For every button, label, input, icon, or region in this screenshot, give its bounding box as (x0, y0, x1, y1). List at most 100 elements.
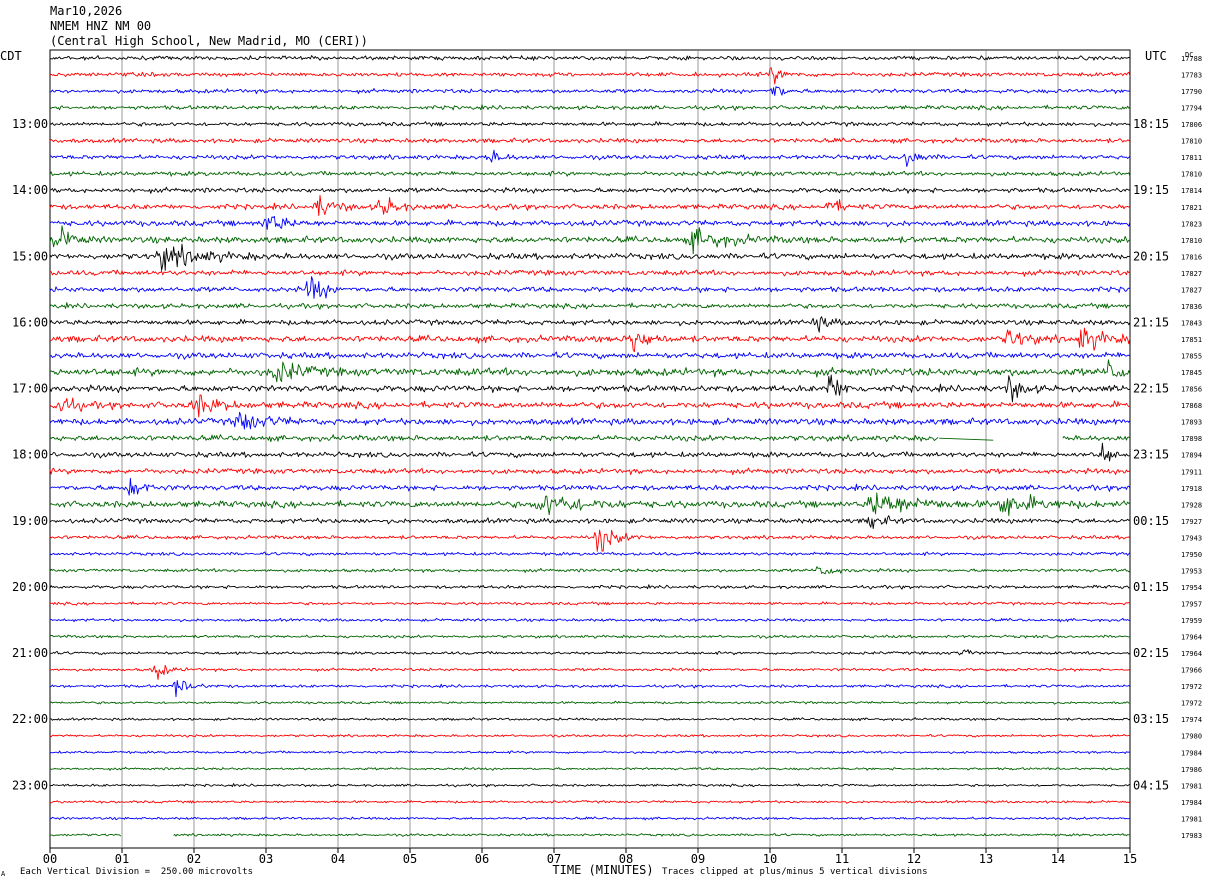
trace-line-8 (49, 186, 1131, 194)
trace-line-22 (49, 411, 1131, 430)
dc-value-label: 17843 (1181, 319, 1202, 327)
trace-line-32 (49, 584, 1131, 590)
dc-value-label: 17984 (1181, 799, 1202, 807)
right-hour-label: 20:15 (1133, 249, 1169, 263)
dc-value-label: 17927 (1181, 518, 1202, 526)
right-hour-label: 19:15 (1133, 183, 1169, 197)
trace-line-2 (49, 86, 1131, 96)
right-hour-label: 01:15 (1133, 580, 1169, 594)
trace-line-18 (49, 351, 1131, 360)
trace-line-40 (50, 717, 1131, 722)
trace-line-34 (49, 617, 1131, 623)
dc-value-label: 17959 (1181, 617, 1202, 625)
trace-line-35 (49, 634, 1131, 639)
x-tick-label: 10 (763, 852, 777, 866)
dc-value-label: 17972 (1181, 683, 1202, 691)
x-axis-title: TIME (MINUTES) (552, 863, 653, 877)
left-hour-label: 13:00 (12, 117, 48, 131)
trace-line-4 (49, 121, 1131, 128)
dc-value-label: 17836 (1181, 303, 1202, 311)
dc-value-label: 17983 (1181, 832, 1202, 840)
dc-value-label: 17783 (1181, 72, 1202, 80)
trace-line-29 (49, 529, 1131, 552)
left-hour-label: 20:00 (12, 580, 48, 594)
trace-line-9 (49, 194, 1131, 217)
left-hour-label: 23:00 (12, 778, 48, 792)
dc-value-label: 17986 (1181, 766, 1202, 774)
trace-line-10 (49, 215, 1131, 230)
x-tick-label: 15 (1123, 852, 1137, 866)
trace-line-46 (49, 816, 1131, 821)
dc-value-label: 17823 (1181, 220, 1202, 228)
x-tick-label: 04 (331, 852, 345, 866)
dc-value-label: 17790 (1181, 88, 1202, 96)
dc-value-label: 17810 (1181, 237, 1202, 245)
left-hour-label: 18:00 (12, 448, 48, 462)
trace-line-33 (49, 601, 1131, 606)
dc-value-label: 17943 (1181, 534, 1202, 542)
x-tick-label: 06 (475, 852, 489, 866)
trace-line-39 (49, 700, 1131, 705)
right-hour-label: 00:15 (1133, 514, 1169, 528)
trace-line-36 (50, 649, 1131, 656)
dc-value-label: 17974 (1181, 716, 1202, 724)
trace-line-20 (49, 374, 1131, 403)
trace-line-11 (49, 225, 1131, 255)
dc-value-label: 17980 (1181, 733, 1202, 741)
trace-line-44 (49, 783, 1131, 788)
x-tick-label: 13 (979, 852, 993, 866)
x-tick-label: 08 (619, 852, 633, 866)
trace-line-13 (49, 269, 1131, 277)
trace-line-17 (49, 327, 1131, 353)
dc-header-label: DC (1185, 51, 1193, 59)
dc-value-label: 17811 (1181, 154, 1202, 162)
x-tick-label: 02 (187, 852, 201, 866)
dc-value-label: 17794 (1181, 105, 1202, 113)
clip-note: Traces clipped at plus/minus 5 vertical … (662, 867, 928, 877)
right-timezone-label: UTC (1145, 49, 1167, 63)
x-tick-label: 01 (115, 852, 129, 866)
dc-value-label: 17966 (1181, 667, 1202, 675)
right-hour-label: 22:15 (1133, 382, 1169, 396)
x-tick-label: 11 (835, 852, 849, 866)
trace-line-6 (49, 149, 1131, 168)
corner-mark: A (1, 870, 6, 878)
x-tick-label: 05 (403, 852, 417, 866)
right-hour-label: 04:15 (1133, 778, 1169, 792)
dc-value-label: 17953 (1181, 567, 1202, 575)
dc-value-label: 17894 (1181, 452, 1202, 460)
dc-value-label: 17810 (1181, 138, 1202, 146)
trace-line-28 (49, 515, 1131, 530)
trace-line-3 (49, 104, 1131, 111)
header-date: Mar10,2026 (50, 4, 123, 18)
trace-line-43 (49, 766, 1131, 771)
x-tick-label: 03 (259, 852, 273, 866)
dc-value-label: 17788 (1181, 55, 1202, 63)
x-tick-label: 00 (43, 852, 57, 866)
left-hour-label: 16:00 (12, 315, 48, 329)
x-tick-label: 09 (691, 852, 705, 866)
dc-value-label: 17911 (1181, 468, 1202, 476)
dc-value-label: 17816 (1181, 253, 1202, 261)
trace-line-16 (49, 316, 1131, 333)
x-tick-label: 14 (1051, 852, 1065, 866)
dc-value-label: 17981 (1181, 782, 1202, 790)
left-hour-label: 21:00 (12, 646, 48, 660)
dc-value-label: 17898 (1181, 435, 1202, 443)
trace-line-24 (49, 442, 1131, 462)
dc-value-label: 17957 (1181, 600, 1202, 608)
dc-value-label: 17868 (1181, 402, 1202, 410)
dc-value-label: 17954 (1181, 584, 1202, 592)
dc-value-label: 17893 (1181, 419, 1202, 427)
trace-line-5 (49, 137, 1131, 144)
trace-line-15 (49, 302, 1131, 310)
header-location: (Central High School, New Madrid, MO (CE… (50, 34, 368, 48)
dc-value-label: 17928 (1181, 501, 1202, 509)
right-hour-label: 03:15 (1133, 712, 1169, 726)
trace-line-12 (49, 243, 1131, 271)
left-timezone-label: CDT (0, 49, 22, 63)
dc-value-label: 17972 (1181, 700, 1202, 708)
dc-value-label: 17806 (1181, 121, 1202, 129)
right-hour-label: 23:15 (1133, 448, 1169, 462)
trace-line-21 (49, 394, 1131, 418)
